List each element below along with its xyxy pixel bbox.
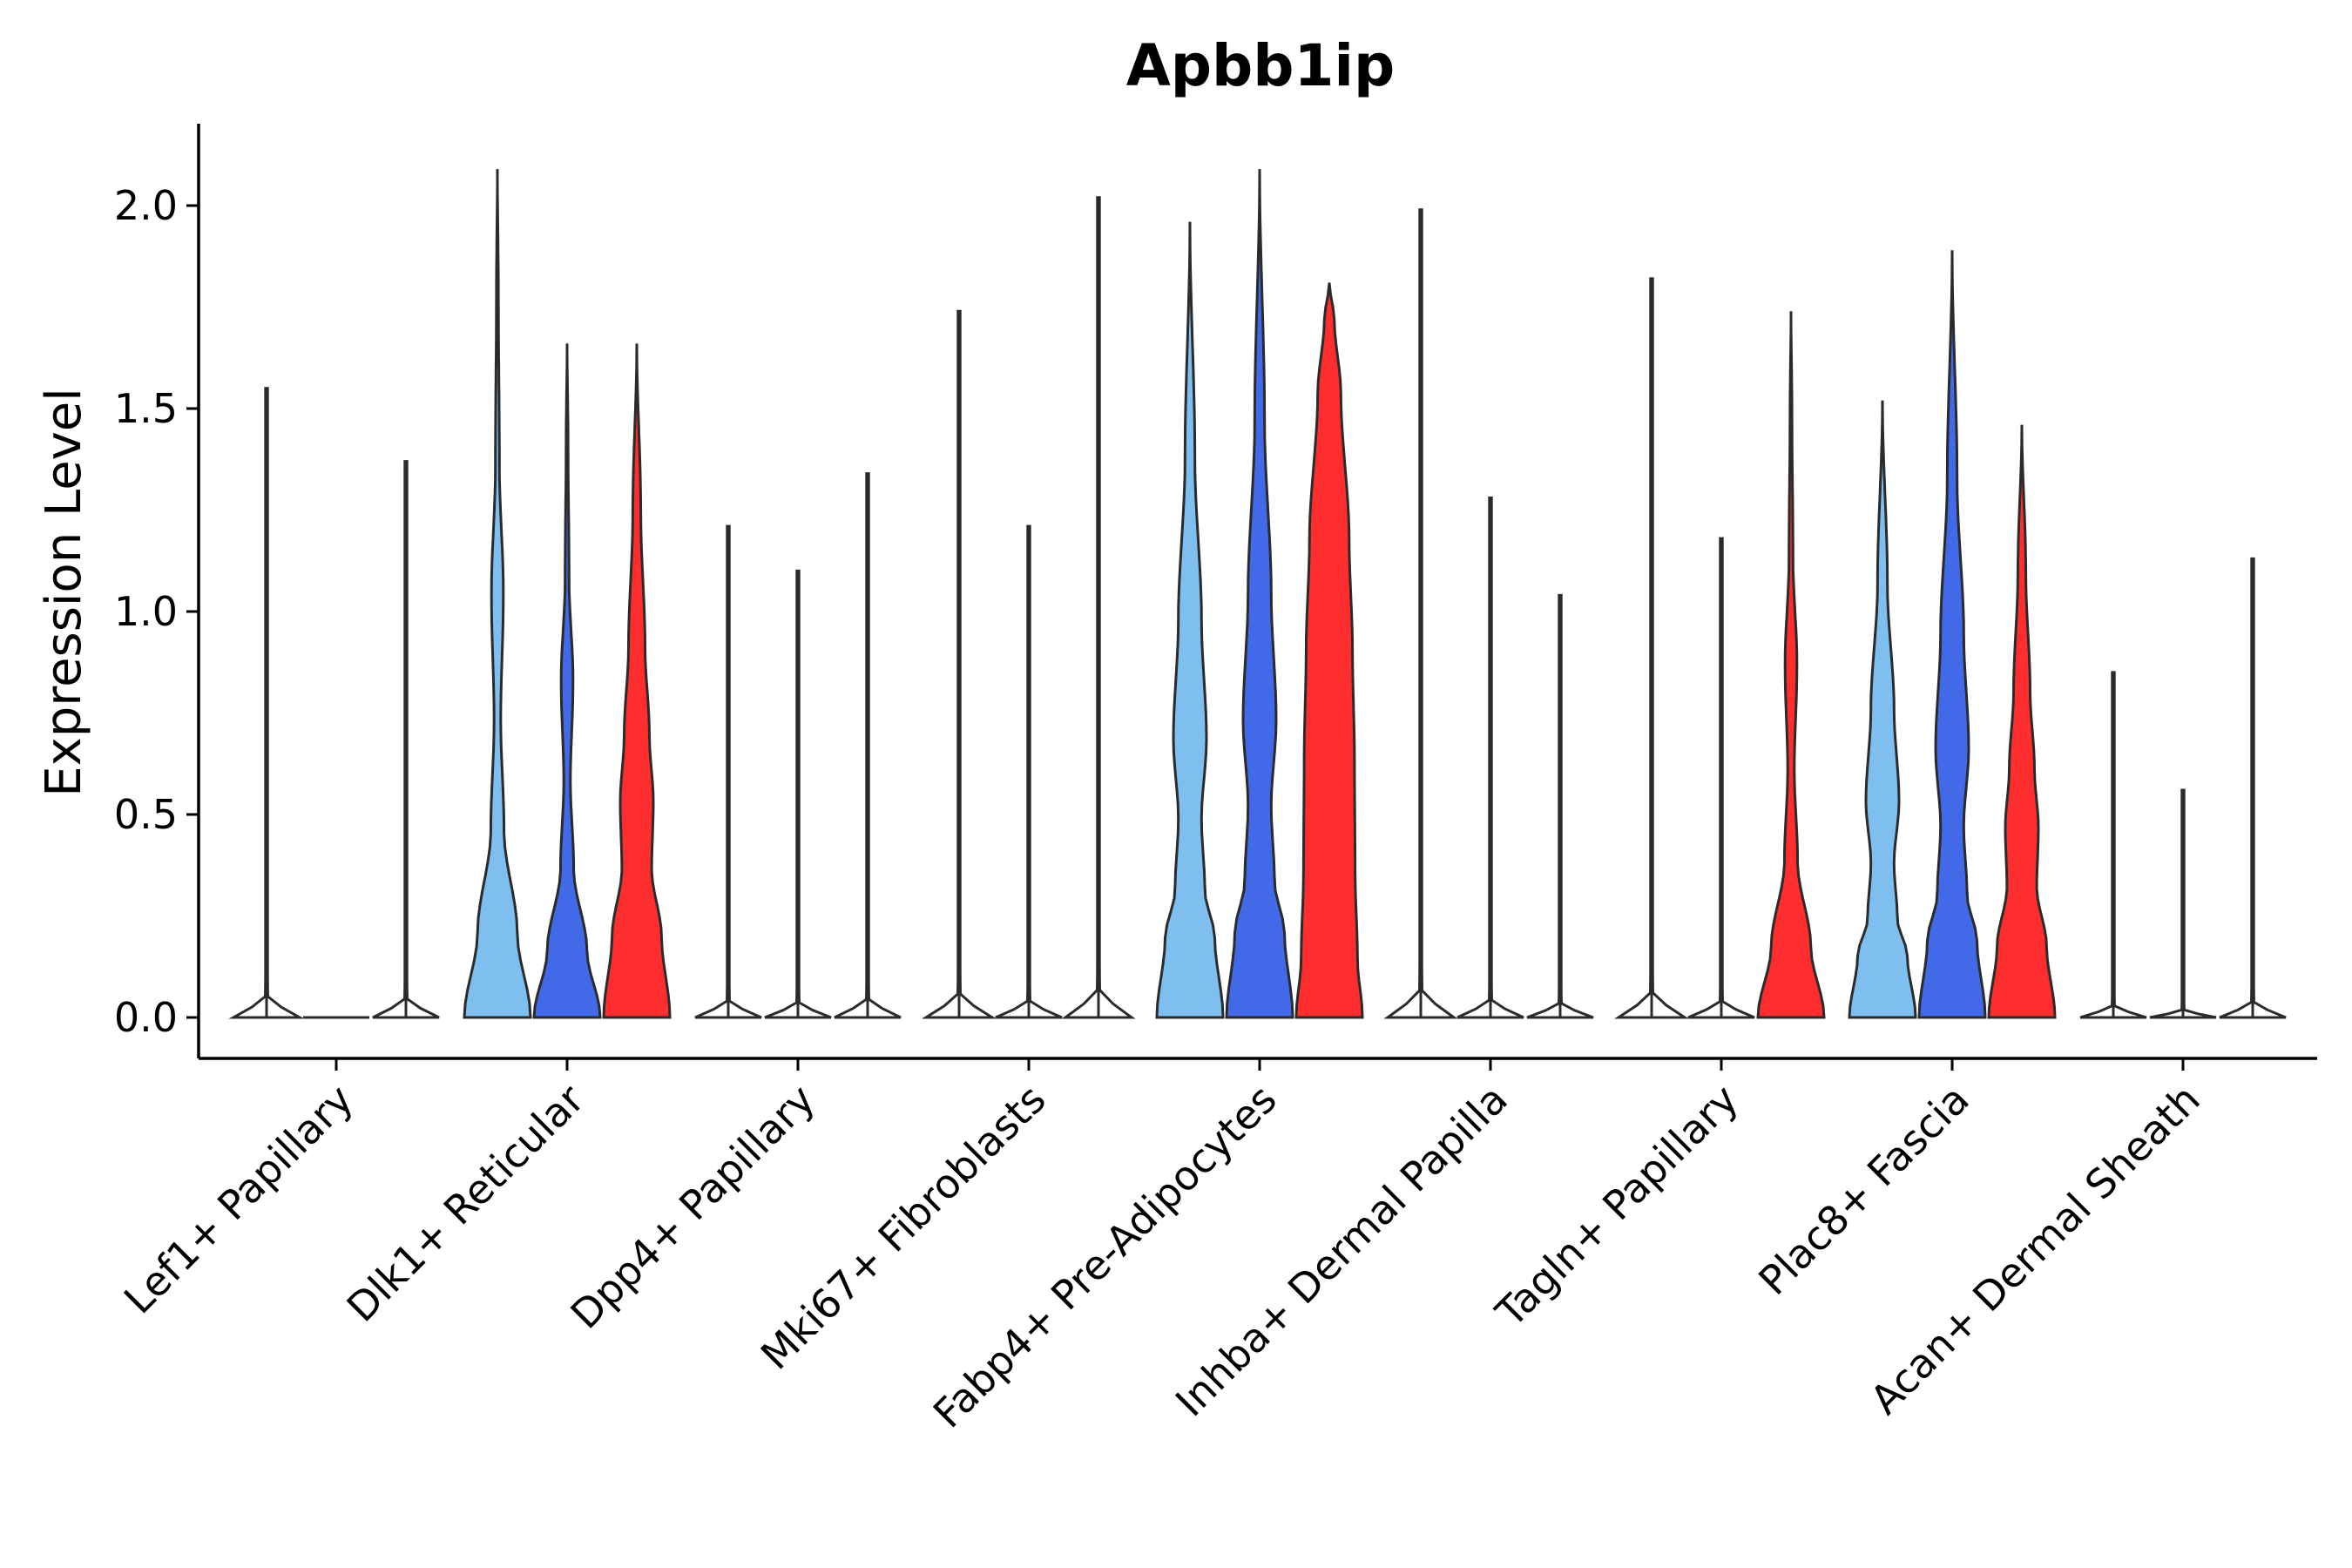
y-tick-label: 1.5 (114, 385, 178, 432)
x-tick-label: Dpp4+ Papillary (562, 1076, 824, 1338)
violin-8-3 (1987, 424, 2057, 1019)
violin-5-1 (1155, 221, 1225, 1019)
y-tick-label: 2.0 (114, 182, 178, 229)
violin-5-2 (1225, 169, 1294, 1019)
violin-2-1 (463, 169, 532, 1019)
violin-2-3 (602, 343, 672, 1019)
y-tick-label: 0.5 (114, 791, 178, 838)
x-tick-label: Dlk1+ Reticular (338, 1076, 593, 1331)
violin-8-2 (1917, 250, 1987, 1019)
violins-layer (228, 169, 2287, 1019)
x-tick-label: Tagln+ Papillary (1486, 1076, 1747, 1337)
violin-7-3 (1756, 311, 1826, 1019)
y-axis-label: Expression Level (36, 388, 92, 797)
y-tick-label: 0.0 (114, 994, 178, 1041)
x-tick-label: Lef1+ Papillary (115, 1076, 362, 1323)
x-tick-label: Plac8+ Fascia (1749, 1076, 1977, 1304)
y-tick-label: 1.0 (114, 588, 178, 635)
chart-title: Apbb1ip (1126, 32, 1396, 99)
violin-8-1 (1848, 400, 1917, 1019)
violin-5-3 (1294, 282, 1364, 1019)
violin-2-2 (532, 343, 602, 1019)
